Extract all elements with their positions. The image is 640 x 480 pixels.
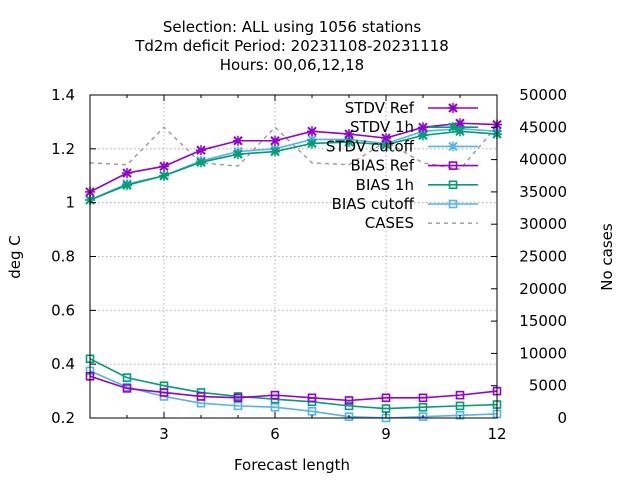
series-layer <box>85 118 502 423</box>
legend-label: STDV Ref <box>345 99 415 117</box>
data-point <box>344 401 354 411</box>
x-tick-label: 9 <box>381 425 391 443</box>
series-bias-cutoff <box>85 366 502 423</box>
data-point <box>455 390 465 400</box>
data-point <box>196 145 206 156</box>
title-line-1: Selection: ALL using 1056 stations <box>163 18 422 36</box>
series-line <box>89 375 498 402</box>
y2-tick-label: 50000 <box>519 86 567 104</box>
data-point <box>233 393 243 403</box>
data-point <box>270 135 280 146</box>
legend-label: BIAS 1h <box>356 176 414 194</box>
series-bias-1h <box>85 354 502 413</box>
data-point <box>307 393 317 403</box>
data-point <box>418 412 428 421</box>
legend-label: BIAS Ref <box>350 157 414 175</box>
y-tick-label: 0.4 <box>51 355 75 373</box>
title-line-3: Hours: 00,06,12,18 <box>220 56 364 74</box>
axis-ticks: 3 6 9 12 0.2 0.4 0.6 0.8 1 1.2 1.4 0 5000 10000 15000 2… <box>51 86 567 443</box>
y2-tick-label: 10000 <box>519 344 567 362</box>
data-point <box>270 146 280 157</box>
data-point <box>344 396 354 405</box>
y2-tick-label: 35000 <box>519 183 567 201</box>
x-tick-label: 6 <box>270 425 280 443</box>
x-axis-label: Forecast length <box>234 456 350 474</box>
legend-label: BIAS cutoff <box>332 195 415 213</box>
series-line <box>89 370 498 419</box>
y-axis-label: deg C <box>6 235 24 279</box>
legend-marker <box>448 122 458 133</box>
y2-tick-label: 20000 <box>519 280 567 298</box>
grid <box>90 95 497 418</box>
data-point <box>307 126 317 137</box>
data-point <box>270 390 280 400</box>
chart-title: Selection: ALL using 1056 stations Td2m … <box>134 18 449 74</box>
data-point <box>307 138 317 149</box>
y2-tick-label: 45000 <box>519 118 567 136</box>
data-point <box>159 388 169 397</box>
data-point <box>455 411 465 420</box>
data-point <box>122 373 132 382</box>
y-tick-label: 1.4 <box>51 86 75 104</box>
data-point <box>418 393 428 403</box>
series-line <box>89 358 498 410</box>
legend-label: CASES <box>365 214 414 232</box>
data-point <box>381 393 391 403</box>
data-point <box>233 149 243 160</box>
x-tick-label: 3 <box>159 425 169 443</box>
series-cases <box>89 125 498 171</box>
data-point <box>159 170 169 181</box>
series-line <box>89 125 498 171</box>
legend-marker <box>448 103 458 113</box>
data-point <box>159 161 169 172</box>
data-point <box>344 129 354 140</box>
y-tick-label: 1.2 <box>51 140 75 158</box>
data-point <box>307 406 317 416</box>
legend-marker <box>448 161 458 170</box>
data-point <box>455 401 465 411</box>
y2-tick-label: 40000 <box>519 151 567 169</box>
y-tick-label: 0.8 <box>51 248 75 266</box>
y2-tick-label: 25000 <box>519 248 567 266</box>
data-point <box>418 122 428 133</box>
data-point <box>122 180 132 191</box>
legend-label: STDV cutoff <box>326 137 415 155</box>
data-point <box>344 412 354 421</box>
y2-tick-label: 30000 <box>519 215 567 233</box>
y-tick-label: 0.2 <box>51 409 75 427</box>
data-point <box>233 401 243 411</box>
y2-axis-label: No cases <box>598 223 616 291</box>
legend-marker <box>448 141 458 152</box>
x-tick-label: 12 <box>487 425 506 443</box>
data-point <box>196 392 206 401</box>
data-point <box>122 384 132 393</box>
legend-label: STDV 1h <box>350 118 414 136</box>
legend-marker <box>448 180 458 190</box>
data-point <box>233 135 243 146</box>
y2-tick-label: 15000 <box>519 312 567 330</box>
data-point <box>418 402 428 412</box>
data-point <box>381 133 391 144</box>
data-point <box>270 402 280 412</box>
y-tick-label: 0.6 <box>51 301 75 319</box>
series-line <box>89 127 498 201</box>
title-line-2: Td2m deficit Period: 20231108-20231118 <box>134 37 449 55</box>
y2-tick-label: 0 <box>557 409 567 427</box>
series-bias-ref <box>85 371 502 405</box>
y2-tick-label: 5000 <box>529 377 567 395</box>
legend-marker <box>448 199 458 209</box>
y-tick-label: 1 <box>65 194 75 212</box>
series-line <box>89 130 498 201</box>
data-point <box>196 157 206 168</box>
data-point <box>122 168 132 179</box>
